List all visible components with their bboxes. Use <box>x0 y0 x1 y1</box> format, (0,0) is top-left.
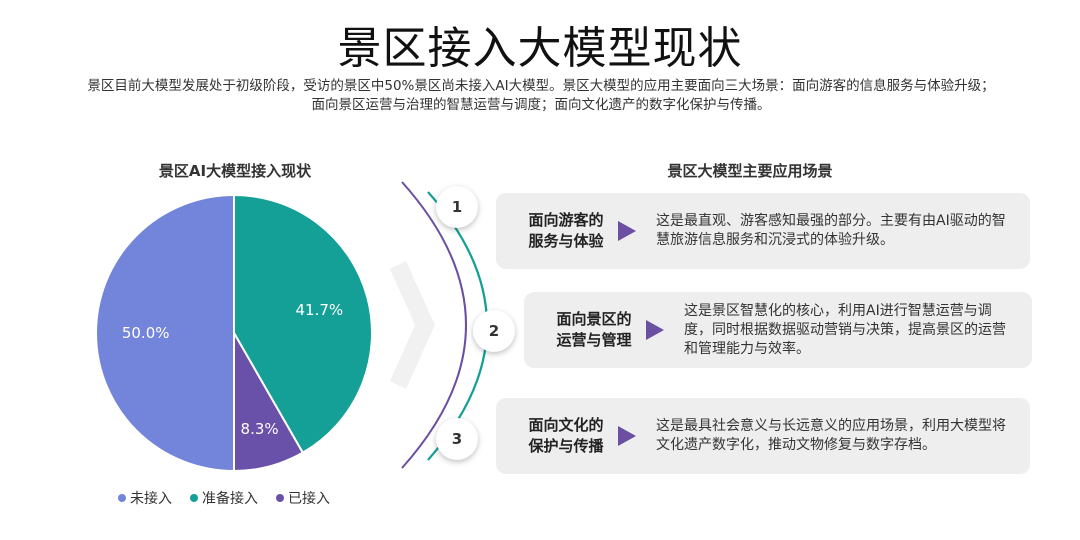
scenario-card-3-text: 这是最具社会意义与长远意义的应用场景，利用大模型将文化遗产数字化，推动文物修复与… <box>656 418 1006 453</box>
legend-item-preparing: 准备接入 <box>190 488 258 508</box>
play-arrow-icon <box>618 221 636 241</box>
subtitle-line-2: 面向景区运营与治理的智慧运营与调度；面向文化遗产的数字化保护与传播。 <box>311 97 771 113</box>
slice-not-connected-label: 50.0% <box>122 324 170 342</box>
scenario-card-3-heading-line-2: 保护与传播 <box>528 437 604 455</box>
legend-dot-not-connected <box>118 494 126 502</box>
play-arrow-icon <box>618 426 636 446</box>
play-arrow-icon <box>646 320 664 340</box>
faint-chevron <box>389 261 435 389</box>
scenario-card-2-heading: 面向景区的 运营与管理 <box>524 292 664 368</box>
scenario-card-1-text: 这是最直观、游客感知最强的部分。主要有由AI驱动的智慧旅游信息服务和沉浸式的体验… <box>656 213 1006 248</box>
legend-label-connected: 已接入 <box>288 491 330 507</box>
legend-item-connected: 已接入 <box>276 488 330 508</box>
scenario-card-1: 面向游客的 服务与体验 这是最直观、游客感知最强的部分。主要有由AI驱动的智慧旅… <box>496 193 1030 269</box>
slice-preparing-label: 41.7% <box>296 301 344 319</box>
scenario-number-3: 3 <box>436 418 478 460</box>
scenario-card-2-heading-line-2: 运营与管理 <box>556 331 632 349</box>
scenario-card-3: 面向文化的 保护与传播 这是最具社会意义与长远意义的应用场景，利用大模型将文化遗… <box>496 398 1030 474</box>
scenario-card-2-text: 这是景区智慧化的核心，利用AI进行智慧运营与调度，同时根据数据驱动营销与决策，提… <box>684 302 1006 357</box>
chart-title: 景区AI大模型接入现状 <box>158 162 312 180</box>
scenario-card-3-heading: 面向文化的 保护与传播 <box>496 398 636 474</box>
subtitle-line-1: 景区目前大模型发展处于初级阶段，受访的景区中50%景区尚未接入AI大模型。景区大… <box>87 78 995 94</box>
scenarios-title: 景区大模型主要应用场景 <box>667 162 833 180</box>
legend-label-preparing: 准备接入 <box>202 491 258 507</box>
legend-dot-connected <box>276 494 284 502</box>
scenario-number-2: 2 <box>473 310 515 352</box>
scenario-card-3-heading-line-1: 面向文化的 <box>528 416 604 434</box>
slice-not-connected <box>95 193 235 473</box>
scenario-number-1: 1 <box>436 186 478 228</box>
legend-label-not-connected: 未接入 <box>130 491 172 507</box>
legend-dot-preparing <box>190 494 198 502</box>
pie-chart: 41.7% 8.3% 50.0% <box>95 193 373 473</box>
scenario-card-1-heading: 面向游客的 服务与体验 <box>496 193 636 269</box>
scenario-card-2-heading-line-1: 面向景区的 <box>556 310 632 328</box>
purple-arc <box>401 181 467 469</box>
scenario-card-1-heading-line-2: 服务与体验 <box>528 232 604 250</box>
scenario-card-1-heading-line-1: 面向游客的 <box>528 211 604 229</box>
slice-connected-label: 8.3% <box>241 420 279 438</box>
slice-preparing <box>233 193 373 455</box>
legend-item-not-connected: 未接入 <box>118 488 172 508</box>
scenario-card-2: 面向景区的 运营与管理 这是景区智慧化的核心，利用AI进行智慧运营与调度，同时根… <box>524 292 1032 368</box>
chart-legend: 未接入 准备接入 已接入 <box>118 488 330 508</box>
page-title: 景区接入大模型现状 <box>337 23 743 74</box>
page-subtitle: 景区目前大模型发展处于初级阶段，受访的景区中50%景区尚未接入AI大模型。景区大… <box>46 77 1036 115</box>
